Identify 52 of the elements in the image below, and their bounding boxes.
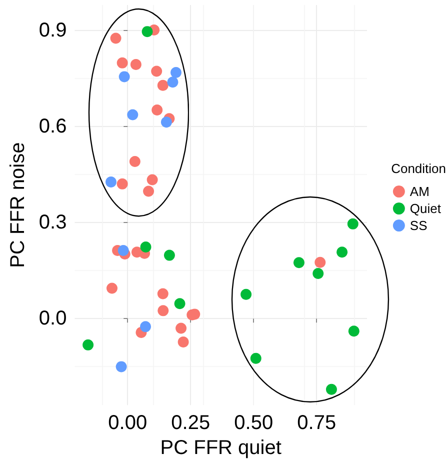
legend-label: Quiet (410, 201, 442, 216)
point (312, 268, 324, 280)
point (127, 109, 138, 120)
point (110, 32, 122, 44)
point (106, 282, 118, 294)
point (176, 322, 187, 334)
y-tick-label: 0.0 (38, 308, 67, 330)
x-tick-label: 0.25 (171, 412, 210, 434)
y-axis-title: PC FFR noise (7, 142, 29, 268)
point (140, 321, 152, 332)
point (314, 256, 326, 268)
point (118, 245, 129, 256)
x-tick-label: 0.75 (297, 412, 336, 434)
point (118, 71, 130, 82)
point (178, 336, 189, 348)
point (167, 76, 178, 88)
point (116, 57, 128, 68)
point (116, 361, 127, 372)
point (336, 246, 348, 258)
point (326, 384, 337, 395)
x-tick-label: 0.50 (234, 412, 274, 434)
point (170, 67, 182, 78)
point (142, 26, 153, 38)
legend-label: AM (410, 184, 430, 199)
point (158, 305, 169, 316)
y-tick-label: 0.6 (38, 116, 67, 138)
point (140, 241, 152, 252)
point (106, 176, 116, 188)
point (152, 104, 163, 116)
point (348, 326, 360, 337)
point (160, 116, 172, 128)
point (250, 352, 262, 364)
point (174, 298, 186, 310)
point (157, 288, 168, 300)
point (240, 288, 252, 300)
point (129, 156, 140, 168)
legend-title: Condition (391, 161, 446, 176)
point (116, 178, 128, 190)
point (347, 218, 358, 230)
point (151, 66, 162, 77)
point (146, 174, 158, 186)
x-axis-title: PC FFR quiet (160, 437, 282, 459)
y-tick-label: 0.3 (38, 212, 67, 234)
legend-label: SS (410, 218, 428, 233)
x-tick-label: 0.00 (108, 412, 148, 434)
point (293, 257, 304, 268)
point (130, 59, 142, 70)
point (157, 80, 168, 91)
point (143, 186, 154, 197)
point (164, 250, 175, 261)
point (82, 339, 94, 350)
y-tick-label: 0.9 (38, 20, 67, 42)
